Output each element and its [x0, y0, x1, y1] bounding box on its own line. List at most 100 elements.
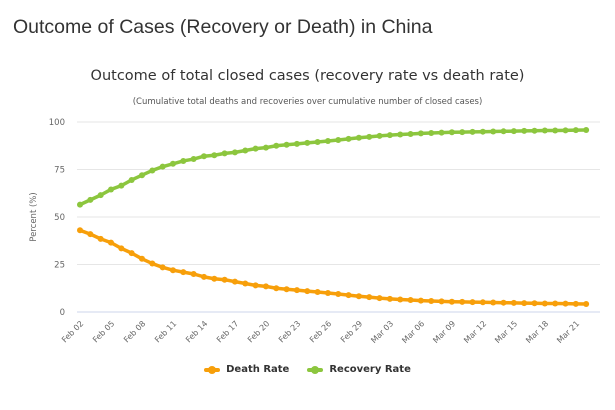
recovery-rate-point[interactable] — [314, 138, 321, 145]
recovery-rate-point[interactable] — [479, 128, 486, 135]
death-rate-point[interactable] — [500, 299, 507, 306]
recovery-rate-point[interactable] — [273, 142, 280, 149]
death-rate-point[interactable] — [283, 286, 290, 293]
death-rate-point[interactable] — [87, 231, 94, 238]
recovery-rate-point[interactable] — [304, 139, 311, 146]
death-rate-point[interactable] — [242, 280, 249, 287]
recovery-rate-point[interactable] — [531, 127, 538, 134]
death-rate-point[interactable] — [252, 282, 259, 289]
recovery-rate-point[interactable] — [397, 131, 404, 138]
recovery-rate-point[interactable] — [500, 128, 507, 135]
death-rate-point[interactable] — [335, 290, 342, 297]
recovery-rate-point[interactable] — [87, 196, 94, 203]
death-rate-point[interactable] — [273, 285, 280, 292]
recovery-rate-point[interactable] — [345, 135, 352, 142]
recovery-rate-point[interactable] — [428, 130, 435, 137]
death-rate-point[interactable] — [407, 297, 414, 304]
recovery-rate-point[interactable] — [552, 127, 559, 134]
recovery-rate-point[interactable] — [541, 127, 548, 134]
death-rate-point[interactable] — [386, 295, 393, 302]
recovery-rate-point[interactable] — [242, 147, 249, 154]
recovery-rate-point[interactable] — [211, 152, 218, 159]
recovery-rate-point[interactable] — [221, 150, 228, 157]
death-rate-point[interactable] — [190, 271, 197, 277]
recovery-rate-point[interactable] — [583, 126, 590, 133]
recovery-rate-point[interactable] — [118, 182, 125, 189]
recovery-rate-point[interactable] — [572, 127, 579, 134]
recovery-rate-point[interactable] — [231, 149, 238, 156]
recovery-rate-point[interactable] — [283, 141, 290, 148]
recovery-rate-point[interactable] — [128, 176, 135, 183]
recovery-rate-point[interactable] — [190, 156, 197, 163]
recovery-rate-point[interactable] — [77, 201, 83, 208]
recovery-rate-point[interactable] — [262, 144, 269, 151]
death-rate-point[interactable] — [438, 298, 445, 305]
death-rate-point[interactable] — [417, 297, 424, 304]
death-rate-point[interactable] — [231, 278, 238, 285]
death-rate-point[interactable] — [355, 293, 362, 300]
death-rate-point[interactable] — [169, 267, 176, 274]
recovery-rate-point[interactable] — [293, 140, 300, 147]
death-rate-point[interactable] — [200, 273, 207, 280]
death-rate-point[interactable] — [448, 298, 455, 305]
death-rate-point[interactable] — [180, 269, 187, 276]
death-rate-point[interactable] — [159, 264, 166, 271]
death-rate-point[interactable] — [469, 299, 476, 306]
recovery-rate-point[interactable] — [366, 133, 373, 140]
recovery-rate-point[interactable] — [469, 128, 476, 135]
recovery-rate-point[interactable] — [438, 129, 445, 136]
death-rate-point[interactable] — [314, 289, 321, 296]
death-rate-point[interactable] — [107, 239, 114, 246]
recovery-rate-point[interactable] — [252, 145, 259, 152]
death-rate-point[interactable] — [510, 299, 517, 306]
death-rate-point[interactable] — [211, 275, 218, 282]
recovery-rate-point[interactable] — [562, 127, 569, 134]
recovery-rate-point[interactable] — [180, 157, 187, 164]
recovery-rate-point[interactable] — [200, 153, 207, 160]
death-rate-point[interactable] — [583, 301, 590, 308]
recovery-rate-point[interactable] — [138, 172, 145, 179]
recovery-rate-point[interactable] — [417, 130, 424, 137]
death-rate-point[interactable] — [562, 300, 569, 307]
recovery-rate-point[interactable] — [355, 134, 362, 141]
recovery-rate-point[interactable] — [448, 129, 455, 136]
death-rate-point[interactable] — [521, 300, 528, 307]
recovery-rate-point[interactable] — [510, 128, 517, 135]
legend-item-recovery-rate[interactable]: Recovery Rate — [307, 364, 411, 375]
death-rate-point[interactable] — [262, 283, 269, 290]
death-rate-point[interactable] — [552, 300, 559, 307]
death-rate-point[interactable] — [376, 295, 383, 302]
death-rate-point[interactable] — [97, 235, 104, 242]
death-rate-point[interactable] — [128, 250, 135, 257]
recovery-rate-point[interactable] — [149, 167, 156, 174]
recovery-rate-point[interactable] — [159, 163, 166, 170]
recovery-rate-point[interactable] — [490, 128, 497, 135]
recovery-rate-point[interactable] — [335, 137, 342, 144]
recovery-rate-point[interactable] — [107, 186, 114, 193]
death-rate-point[interactable] — [366, 294, 373, 301]
death-rate-point[interactable] — [118, 245, 125, 252]
death-rate-point[interactable] — [531, 300, 538, 307]
recovery-rate-point[interactable] — [521, 127, 528, 134]
recovery-rate-point[interactable] — [169, 160, 176, 167]
death-rate-point[interactable] — [304, 288, 311, 295]
legend-item-death-rate[interactable]: Death Rate — [204, 364, 289, 375]
recovery-rate-point[interactable] — [324, 138, 331, 144]
death-rate-point[interactable] — [572, 300, 579, 307]
recovery-rate-point[interactable] — [386, 132, 393, 139]
death-rate-point[interactable] — [77, 227, 83, 234]
death-rate-point[interactable] — [490, 299, 497, 306]
death-rate-point[interactable] — [345, 292, 352, 299]
recovery-rate-point[interactable] — [97, 192, 104, 199]
death-rate-point[interactable] — [324, 290, 331, 296]
death-rate-point[interactable] — [428, 297, 435, 304]
death-rate-point[interactable] — [397, 296, 404, 303]
recovery-rate-point[interactable] — [376, 132, 383, 139]
recovery-rate-point[interactable] — [459, 129, 466, 136]
death-rate-point[interactable] — [459, 298, 466, 305]
death-rate-point[interactable] — [149, 260, 156, 267]
death-rate-point[interactable] — [541, 300, 548, 307]
death-rate-point[interactable] — [293, 287, 300, 294]
recovery-rate-point[interactable] — [407, 130, 414, 137]
death-rate-point[interactable] — [479, 299, 486, 306]
